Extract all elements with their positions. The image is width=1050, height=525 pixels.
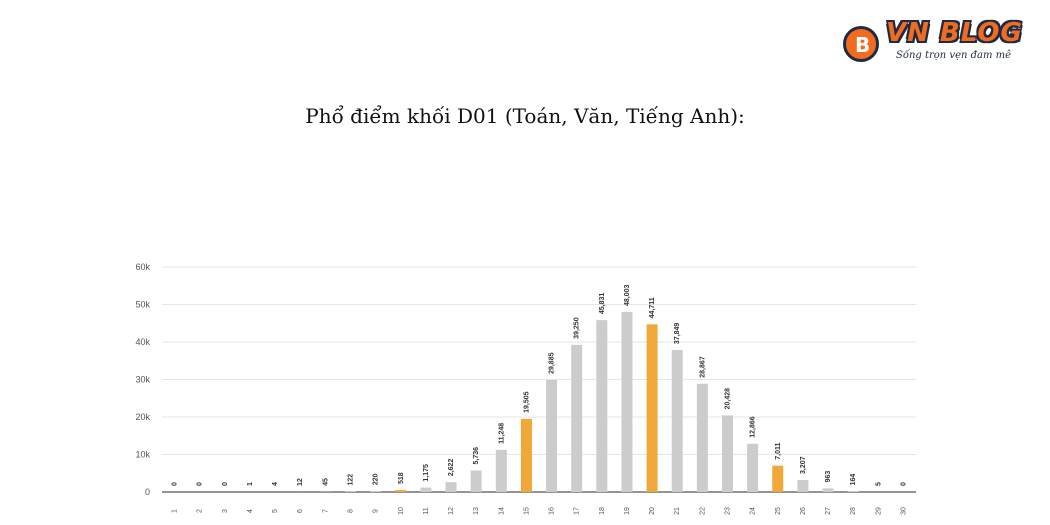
- x-tick-label: 25: [775, 507, 782, 515]
- bar: [847, 491, 859, 492]
- x-tick-label: 2: [197, 509, 204, 513]
- data-label: 0: [222, 482, 229, 486]
- bar: [722, 415, 733, 492]
- y-tick-label: 10k: [135, 450, 150, 460]
- x-tick-label: 26: [800, 507, 807, 515]
- x-tick-label: 30: [900, 507, 907, 515]
- bar: [621, 311, 633, 492]
- data-label: 0: [900, 482, 907, 486]
- y-tick-label: 40k: [135, 337, 150, 347]
- data-label: 45,831: [599, 293, 606, 315]
- data-label: 1,175: [423, 464, 430, 482]
- data-label: 5: [875, 482, 882, 486]
- data-label: 3,207: [800, 456, 807, 474]
- data-label: 220: [373, 473, 380, 485]
- data-label: 1: [247, 482, 254, 486]
- data-label: 4: [272, 482, 279, 486]
- logo-tagline: Sống trọn vẹn đam mê: [896, 50, 1012, 61]
- data-label: 518: [398, 472, 405, 484]
- bar: [646, 324, 658, 492]
- data-label: 39,250: [574, 317, 581, 339]
- x-tick-label: 19: [624, 507, 631, 515]
- bar: [747, 443, 759, 492]
- data-label: 5,736: [473, 447, 480, 465]
- x-tick-label: 5: [272, 509, 279, 513]
- x-tick-label: 8: [348, 509, 355, 513]
- y-tick-label: 20k: [135, 412, 150, 422]
- data-label: 19,505: [523, 391, 530, 413]
- data-label: 28,867: [699, 356, 706, 378]
- x-tick-label: 11: [423, 507, 430, 514]
- x-tick-label: 13: [473, 507, 480, 515]
- x-tick-label: 24: [750, 507, 757, 515]
- x-tick-label: 29: [875, 507, 882, 515]
- data-label: 963: [825, 471, 832, 483]
- data-label: 37,849: [674, 323, 681, 345]
- blogger-icon: B: [843, 26, 879, 62]
- data-label: 122: [348, 474, 355, 486]
- x-tick-label: 21: [674, 507, 681, 515]
- x-tick-label: 1: [172, 509, 179, 513]
- bar: [445, 482, 457, 492]
- x-tick-label: 18: [599, 507, 606, 515]
- x-tick-label: 23: [725, 507, 732, 515]
- logo-name: VN BLOG: [886, 18, 1023, 48]
- x-tick-label: 6: [297, 509, 304, 513]
- bar: [797, 479, 809, 492]
- bar: [370, 491, 382, 492]
- bar: [420, 487, 432, 492]
- y-tick-label: 50k: [135, 300, 150, 310]
- data-label: 12: [297, 478, 304, 486]
- x-tick-label: 7: [322, 509, 329, 513]
- data-label: 44,711: [649, 297, 656, 318]
- data-label: 20,428: [725, 388, 732, 410]
- bar: [470, 470, 482, 492]
- data-label: 12,866: [750, 416, 757, 438]
- x-tick-label: 28: [850, 507, 857, 515]
- y-tick-label: 0: [145, 487, 150, 497]
- data-label: 29,885: [549, 352, 556, 374]
- vn-blog-logo: B VN BLOG Sống trọn vẹn đam mê: [840, 18, 1030, 68]
- y-tick-label: 30k: [135, 375, 150, 385]
- data-label: 45: [322, 478, 329, 486]
- x-tick-label: 15: [523, 507, 530, 515]
- logo-badge-letter: B: [855, 33, 871, 57]
- x-tick-label: 3: [222, 509, 229, 513]
- data-label: 2,622: [448, 459, 455, 477]
- x-tick-label: 22: [699, 507, 706, 515]
- bar: [395, 490, 407, 492]
- bar: [520, 418, 532, 492]
- x-tick-label: 20: [649, 507, 656, 515]
- x-tick-label: 17: [574, 507, 581, 515]
- data-label: 164: [850, 474, 857, 486]
- bar: [772, 465, 784, 492]
- data-label: 0: [172, 482, 179, 486]
- x-tick-label: 27: [825, 507, 832, 515]
- x-tick-label: 16: [549, 507, 556, 515]
- bar: [571, 344, 583, 492]
- x-tick-label: 4: [247, 509, 254, 513]
- bar: [822, 488, 834, 492]
- data-label: 7,011: [775, 442, 782, 459]
- x-tick-label: 10: [398, 507, 405, 515]
- y-tick-label: 60k: [135, 262, 150, 272]
- x-tick-label: 9: [373, 509, 380, 513]
- data-label: 0: [197, 482, 204, 486]
- bar: [495, 449, 507, 492]
- bar: [596, 320, 608, 492]
- x-tick-label: 14: [498, 507, 505, 515]
- page-title: Phổ điểm khối D01 (Toán, Văn, Tiếng Anh)…: [305, 104, 745, 128]
- x-tick-label: 12: [448, 507, 455, 515]
- bar: [671, 350, 683, 492]
- bar: [546, 379, 558, 492]
- bar: [696, 383, 708, 492]
- data-label: 11,248: [498, 423, 505, 444]
- data-label: 48,003: [624, 284, 631, 306]
